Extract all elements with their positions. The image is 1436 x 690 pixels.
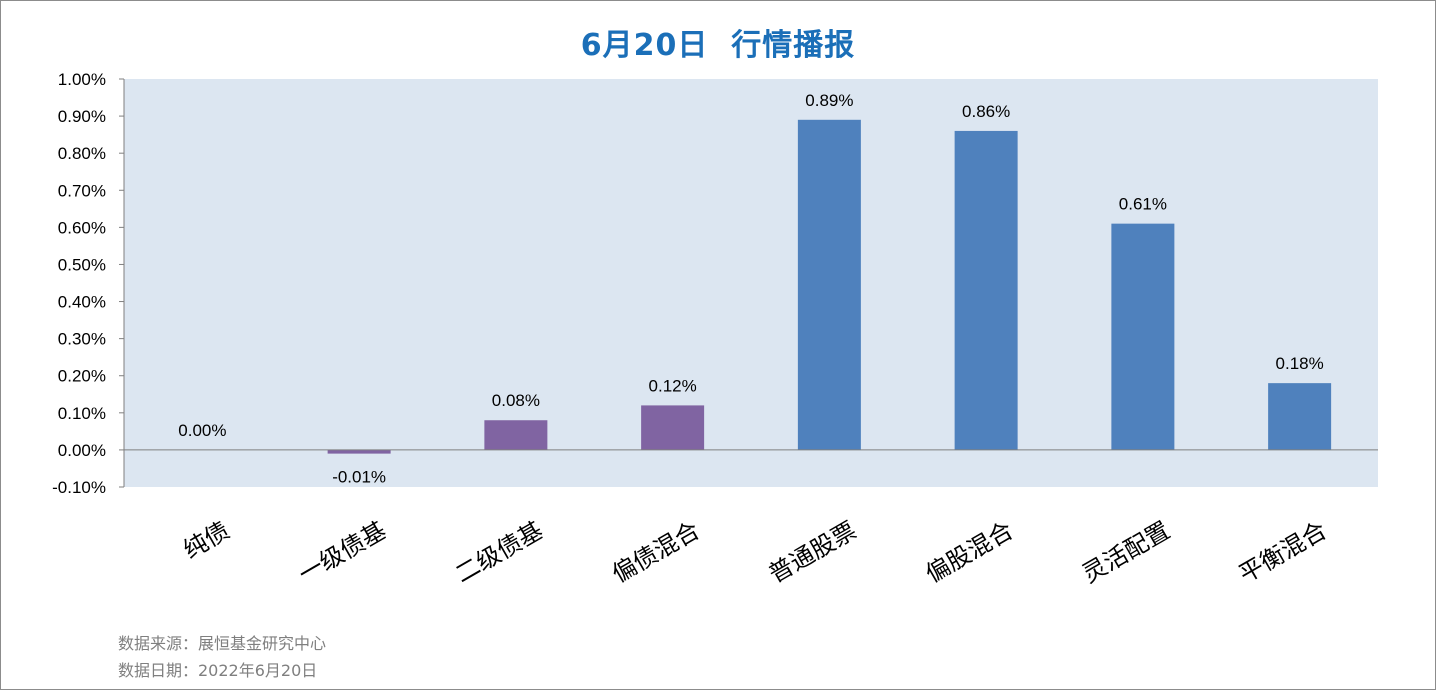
category-label-7: 灵活配置: [1078, 516, 1175, 588]
data-label-7: 0.61%: [1119, 195, 1167, 214]
category-label-2: 一级债基: [294, 516, 391, 588]
date-note: 数据日期：2022年6月20日: [118, 661, 318, 680]
y-tick-label-9: 0.20%: [58, 367, 106, 386]
data-label-8: 0.18%: [1276, 354, 1324, 373]
data-label-3: 0.08%: [492, 391, 540, 410]
category-label-4: 偏债混合: [607, 516, 704, 588]
data-label-2: -0.01%: [332, 468, 386, 487]
y-tick-labels: 1.00% 0.90% 0.80% 0.70% 0.60% 0.50% 0.40% 0.30%…: [52, 70, 106, 497]
data-label-1: 0.00%: [178, 421, 226, 440]
y-tick-label-11: 0.00%: [58, 441, 106, 460]
data-label-6: 0.86%: [962, 102, 1010, 121]
category-labels: 纯债 一级债基 二级债基 偏债混合 普通股票 偏股混合 灵活配置 平衡混合: [179, 516, 1332, 588]
source-note: 数据来源：展恒基金研究中心: [118, 634, 327, 653]
data-labels: 0.00% -0.01% 0.08% 0.12% 0.89% 0.86% 0.61% 0.18…: [178, 91, 1323, 487]
category-label-6: 偏股混合: [921, 516, 1018, 588]
category-label-3: 二级债基: [451, 516, 548, 588]
y-tick-label-2: 0.90%: [58, 107, 106, 126]
y-tick-label-3: 0.80%: [58, 144, 106, 163]
y-tick-label-4: 0.70%: [58, 181, 106, 200]
bar-5: [797, 119, 861, 450]
category-label-8: 平衡混合: [1234, 516, 1331, 588]
y-tick-label-6: 0.50%: [58, 255, 106, 274]
y-tick-label-7: 0.40%: [58, 293, 106, 312]
bar-3: [484, 420, 548, 450]
data-label-4: 0.12%: [649, 376, 697, 395]
y-tick-label-1: 1.00%: [58, 70, 106, 89]
bar-2: [327, 449, 391, 454]
bar-6: [954, 130, 1018, 450]
bar-8: [1268, 383, 1332, 450]
chart-title: 6月20日 行情播报: [580, 28, 856, 63]
plot-area: [124, 79, 1378, 487]
bar-7: [1111, 223, 1175, 450]
plot-background: [124, 79, 1378, 487]
y-tick-label-10: 0.10%: [58, 404, 106, 423]
bar-4: [641, 405, 705, 450]
bars: [327, 119, 1332, 454]
category-label-1: 纯债: [179, 516, 235, 564]
axes: [119, 78, 1378, 488]
category-label-5: 普通股票: [764, 516, 861, 588]
y-tick-label-8: 0.30%: [58, 330, 106, 349]
y-tick-label-12: -0.10%: [52, 478, 106, 497]
y-tick-label-5: 0.60%: [58, 218, 106, 237]
data-label-5: 0.89%: [805, 91, 853, 110]
